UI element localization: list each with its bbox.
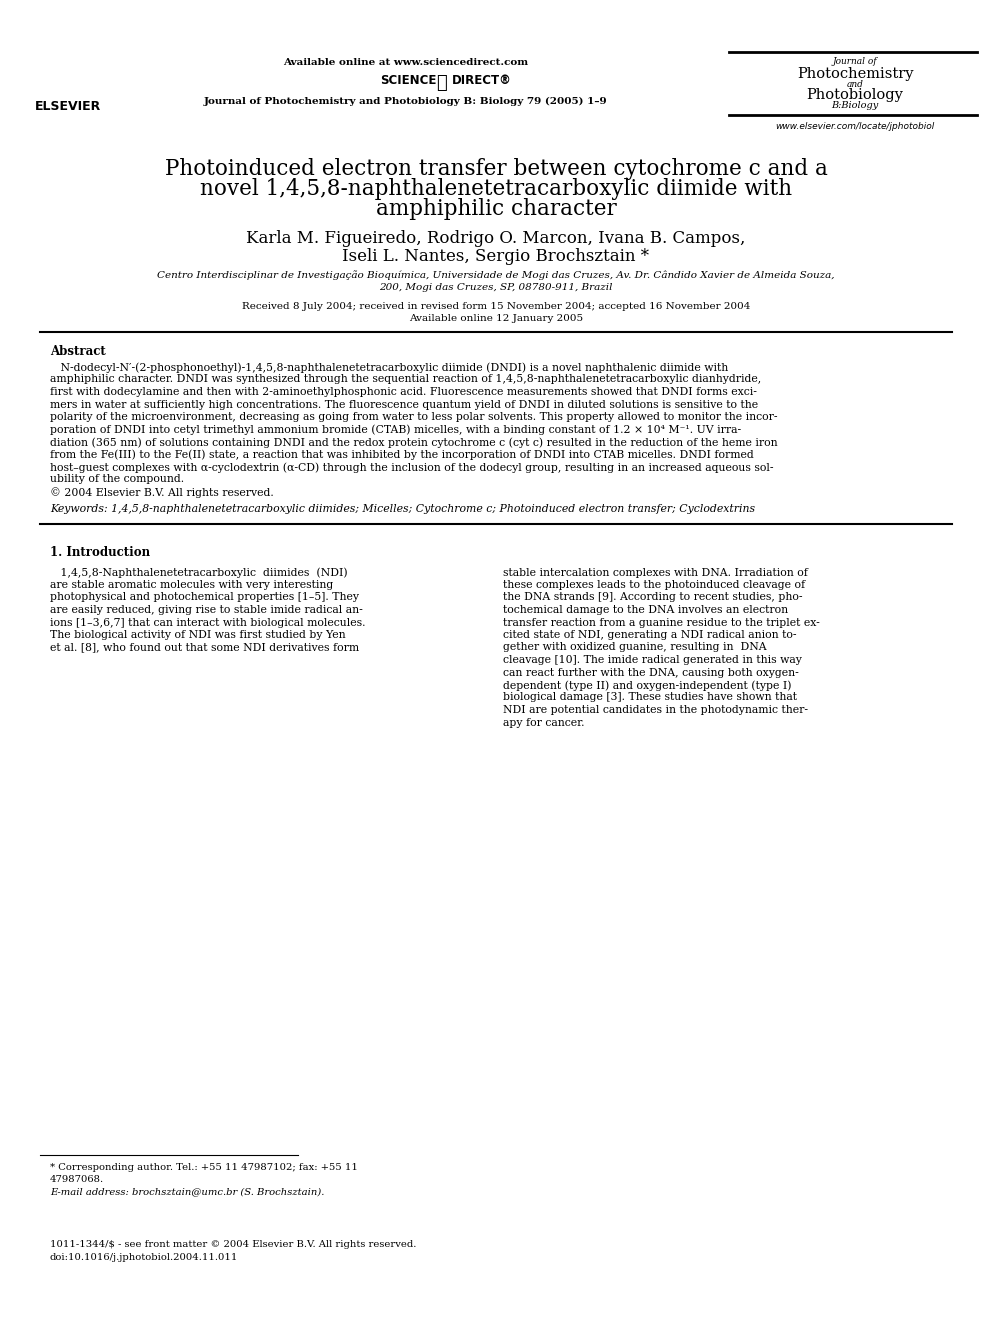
- Text: Photoinduced electron transfer between cytochrome c and a: Photoinduced electron transfer between c…: [165, 157, 827, 180]
- Text: host–guest complexes with α-cyclodextrin (α-CD) through the inclusion of the dod: host–guest complexes with α-cyclodextrin…: [50, 462, 774, 472]
- Text: DIRECT®: DIRECT®: [452, 74, 512, 87]
- Text: amphiphilic character: amphiphilic character: [376, 198, 616, 220]
- Text: these complexes leads to the photoinduced cleavage of: these complexes leads to the photoinduce…: [503, 579, 806, 590]
- Text: N-dodecyl-N′-(2-phosphonoethyl)-1,4,5,8-naphthalenetetracarboxylic diimide (DNDI: N-dodecyl-N′-(2-phosphonoethyl)-1,4,5,8-…: [50, 363, 728, 373]
- Text: Available online at www.sciencedirect.com: Available online at www.sciencedirect.co…: [284, 58, 529, 67]
- Text: polarity of the microenvironment, decreasing as going from water to less polar s: polarity of the microenvironment, decrea…: [50, 411, 778, 422]
- Text: 47987068.: 47987068.: [50, 1175, 104, 1184]
- Text: mers in water at sufficiently high concentrations. The fluorescence quantum yiel: mers in water at sufficiently high conce…: [50, 400, 758, 410]
- Text: © 2004 Elsevier B.V. All rights reserved.: © 2004 Elsevier B.V. All rights reserved…: [50, 487, 274, 497]
- Text: photophysical and photochemical properties [1–5]. They: photophysical and photochemical properti…: [50, 593, 359, 602]
- Text: E-mail address: brochsztain@umc.br (S. Brochsztain).: E-mail address: brochsztain@umc.br (S. B…: [50, 1187, 324, 1196]
- Text: Journal of: Journal of: [832, 57, 877, 66]
- Text: can react further with the DNA, causing both oxygen-: can react further with the DNA, causing …: [503, 668, 799, 677]
- Text: are easily reduced, giving rise to stable imide radical an-: are easily reduced, giving rise to stabl…: [50, 605, 363, 615]
- Text: et al. [8], who found out that some NDI derivatives form: et al. [8], who found out that some NDI …: [50, 643, 359, 652]
- Text: 1011-1344/$ - see front matter © 2004 Elsevier B.V. All rights reserved.: 1011-1344/$ - see front matter © 2004 El…: [50, 1240, 417, 1249]
- Text: doi:10.1016/j.jphotobiol.2004.11.011: doi:10.1016/j.jphotobiol.2004.11.011: [50, 1253, 238, 1262]
- Text: biological damage [3]. These studies have shown that: biological damage [3]. These studies hav…: [503, 692, 797, 703]
- Text: novel 1,4,5,8-naphthalenetetracarboxylic diimide with: novel 1,4,5,8-naphthalenetetracarboxylic…: [200, 179, 792, 200]
- Text: diation (365 nm) of solutions containing DNDI and the redox protein cytochrome c: diation (365 nm) of solutions containing…: [50, 437, 778, 447]
- Text: cleavage [10]. The imide radical generated in this way: cleavage [10]. The imide radical generat…: [503, 655, 802, 665]
- Text: poration of DNDI into cetyl trimethyl ammonium bromide (CTAB) micelles, with a b: poration of DNDI into cetyl trimethyl am…: [50, 425, 741, 435]
- Text: The biological activity of NDI was first studied by Yen: The biological activity of NDI was first…: [50, 630, 345, 640]
- Text: Received 8 July 2004; received in revised form 15 November 2004; accepted 16 Nov: Received 8 July 2004; received in revise…: [242, 302, 750, 311]
- Text: and: and: [846, 79, 863, 89]
- Text: Iseli L. Nantes, Sergio Brochsztain *: Iseli L. Nantes, Sergio Brochsztain *: [342, 247, 650, 265]
- Text: www.elsevier.com/locate/jphotobiol: www.elsevier.com/locate/jphotobiol: [776, 122, 934, 131]
- Text: tochemical damage to the DNA involves an electron: tochemical damage to the DNA involves an…: [503, 605, 788, 615]
- Text: cited state of NDI, generating a NDI radical anion to-: cited state of NDI, generating a NDI rad…: [503, 630, 797, 640]
- Text: Photobiology: Photobiology: [806, 89, 904, 102]
- Text: are stable aromatic molecules with very interesting: are stable aromatic molecules with very …: [50, 579, 333, 590]
- Text: ions [1–3,6,7] that can interact with biological molecules.: ions [1–3,6,7] that can interact with bi…: [50, 618, 365, 627]
- Text: SCIENCE: SCIENCE: [380, 74, 436, 87]
- Text: from the Fe(III) to the Fe(II) state, a reaction that was inhibited by the incor: from the Fe(III) to the Fe(II) state, a …: [50, 450, 754, 460]
- Text: Karla M. Figueiredo, Rodrigo O. Marcon, Ivana B. Campos,: Karla M. Figueiredo, Rodrigo O. Marcon, …: [246, 230, 746, 247]
- Text: gether with oxidized guanine, resulting in  DNA: gether with oxidized guanine, resulting …: [503, 643, 767, 652]
- Text: dependent (type II) and oxygen-independent (type I): dependent (type II) and oxygen-independe…: [503, 680, 792, 691]
- Text: Journal of Photochemistry and Photobiology B: Biology 79 (2005) 1–9: Journal of Photochemistry and Photobiolo…: [204, 97, 608, 106]
- Text: * Corresponding author. Tel.: +55 11 47987102; fax: +55 11: * Corresponding author. Tel.: +55 11 479…: [50, 1163, 358, 1172]
- Text: NDI are potential candidates in the photodynamic ther-: NDI are potential candidates in the phot…: [503, 705, 808, 714]
- Text: Abstract: Abstract: [50, 345, 106, 359]
- Text: B:Biology: B:Biology: [831, 101, 879, 110]
- Text: 200, Mogi das Cruzes, SP, 08780-911, Brazil: 200, Mogi das Cruzes, SP, 08780-911, Bra…: [379, 283, 613, 292]
- Text: Photochemistry: Photochemistry: [797, 67, 914, 81]
- Text: Centro Interdisciplinar de Investigação Bioquímica, Universidade de Mogi das Cru: Centro Interdisciplinar de Investigação …: [158, 270, 834, 279]
- Text: amphiphilic character. DNDI was synthesized through the sequential reaction of 1: amphiphilic character. DNDI was synthesi…: [50, 374, 761, 385]
- Text: ELSEVIER: ELSEVIER: [35, 101, 101, 112]
- Text: stable intercalation complexes with DNA. Irradiation of: stable intercalation complexes with DNA.…: [503, 568, 807, 578]
- Text: the DNA strands [9]. According to recent studies, pho-: the DNA strands [9]. According to recent…: [503, 593, 803, 602]
- Text: 1. Introduction: 1. Introduction: [50, 545, 150, 558]
- Text: Available online 12 January 2005: Available online 12 January 2005: [409, 314, 583, 323]
- Text: Keywords: 1,4,5,8-naphthalenetetracarboxylic diimides; Micelles; Cytochrome c; P: Keywords: 1,4,5,8-naphthalenetetracarbox…: [50, 504, 755, 513]
- Text: apy for cancer.: apy for cancer.: [503, 717, 584, 728]
- Text: ⓐ: ⓐ: [436, 74, 446, 93]
- Text: transfer reaction from a guanine residue to the triplet ex-: transfer reaction from a guanine residue…: [503, 618, 819, 627]
- Text: 1,4,5,8-Naphthalenetetracarboxylic  diimides  (NDI): 1,4,5,8-Naphthalenetetracarboxylic diimi…: [50, 568, 347, 578]
- Text: first with dodecylamine and then with 2-aminoethylphosphonic acid. Fluorescence : first with dodecylamine and then with 2-…: [50, 388, 757, 397]
- Text: ubility of the compound.: ubility of the compound.: [50, 475, 185, 484]
